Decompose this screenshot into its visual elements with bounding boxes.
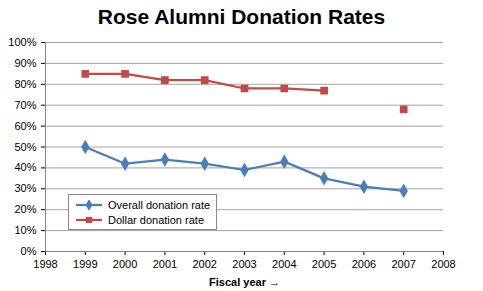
svg-text:80%: 80% [14,78,36,90]
svg-text:60%: 60% [14,120,36,132]
svg-text:50%: 50% [14,141,36,153]
svg-text:20%: 20% [14,203,36,215]
svg-text:2004: 2004 [272,258,296,270]
svg-text:2006: 2006 [352,258,376,270]
svg-text:70%: 70% [14,99,36,111]
svg-text:90%: 90% [14,57,36,69]
svg-text:1998: 1998 [33,258,57,270]
svg-text:40%: 40% [14,161,36,173]
html-text:Rose Alumni Donation Rates: Rose Alumni Donation Rates [97,5,386,28]
svg-text:2007: 2007 [391,258,415,270]
html-text:Dollar donation rate: Dollar donation rate [108,213,204,226]
svg-text:1999: 1999 [73,258,97,270]
svg-text:2003: 2003 [232,258,256,270]
svg-text:Fiscal year →: Fiscal year → [209,276,280,288]
svg-text:30%: 30% [14,182,36,194]
svg-text:100%: 100% [8,36,36,48]
svg-text:2008: 2008 [431,258,455,270]
svg-text:10%: 10% [14,224,36,236]
svg-text:0%: 0% [21,245,37,257]
html-text:Overall donation rate: Overall donation rate [108,198,211,211]
svg-text:2005: 2005 [312,258,336,270]
svg-text:2002: 2002 [192,258,216,270]
svg-text:2000: 2000 [113,258,137,270]
svg-text:2001: 2001 [153,258,177,270]
